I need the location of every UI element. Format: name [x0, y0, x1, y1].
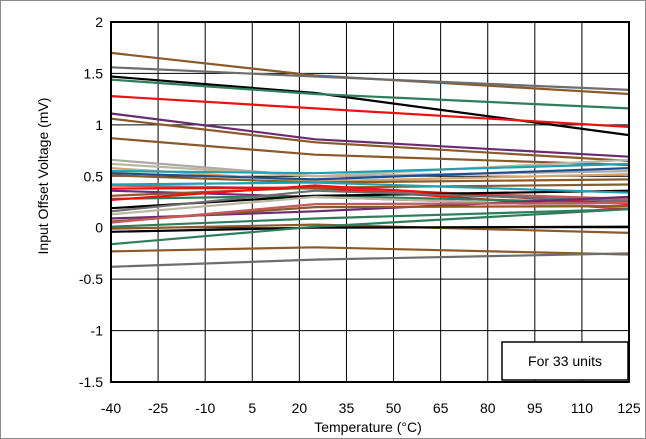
- x-tick-label: 80: [480, 400, 496, 416]
- x-tick-label: 65: [433, 400, 449, 416]
- series-lines: [110, 51, 630, 268]
- series-line-26: [110, 201, 630, 224]
- x-tick-label: 95: [527, 400, 543, 416]
- y-axis-title: Input Offset Voltage (mV): [35, 98, 51, 255]
- x-tick-label: 125: [617, 400, 641, 416]
- y-tick-label: 0: [95, 220, 103, 236]
- x-axis-title: Temperature (°C): [314, 419, 422, 435]
- x-tick-label: -25: [148, 400, 168, 416]
- annotation-box: For 33 units: [501, 341, 629, 381]
- series-line-30: [110, 208, 630, 246]
- series-line-32: [110, 252, 630, 268]
- series-line-27: [110, 208, 630, 228]
- series-line-8: [110, 137, 630, 167]
- y-axis-ticks: -1.5 -1 -0.5 0 0.5 1 1.5 2: [79, 14, 103, 390]
- x-tick-label: 5: [248, 400, 256, 416]
- series-line-5: [110, 95, 630, 128]
- series-line-2: [110, 66, 630, 91]
- y-tick-label: 0.5: [84, 168, 104, 184]
- series-line-7: [110, 117, 630, 162]
- x-tick-label: 50: [386, 400, 402, 416]
- series-line-22: [110, 189, 630, 213]
- x-tick-label: 35: [339, 400, 355, 416]
- x-axis-ticks: -40 -25 -10 5 20 35 50 65 80 95 110 125: [101, 400, 641, 416]
- x-tick-label: -40: [101, 400, 121, 416]
- y-tick-label: 1: [95, 117, 103, 133]
- series-line-33: [110, 181, 630, 194]
- series-line-6: [110, 112, 630, 158]
- plot-area-border: [110, 21, 630, 383]
- annotation-border: [501, 341, 629, 381]
- x-tick-label: 110: [571, 400, 594, 416]
- series-line-4: [110, 78, 630, 110]
- y-tick-label: -1.5: [79, 374, 103, 390]
- y-tick-label: -1: [91, 323, 104, 339]
- series-line-18: [110, 183, 630, 197]
- series-line-28: [110, 223, 630, 234]
- annotation-text: For 33 units: [528, 353, 602, 369]
- series-line-10: [110, 158, 630, 178]
- series-line-13: [110, 167, 630, 181]
- x-tick-label: -10: [195, 400, 215, 416]
- series-line-31: [110, 246, 630, 256]
- series-line-12: [110, 162, 630, 175]
- y-tick-label: 1.5: [84, 65, 104, 81]
- plot-border: [110, 21, 630, 383]
- y-tick-label: 2: [95, 14, 103, 30]
- x-tick-label: 20: [292, 400, 308, 416]
- y-tick-label: -0.5: [79, 271, 103, 287]
